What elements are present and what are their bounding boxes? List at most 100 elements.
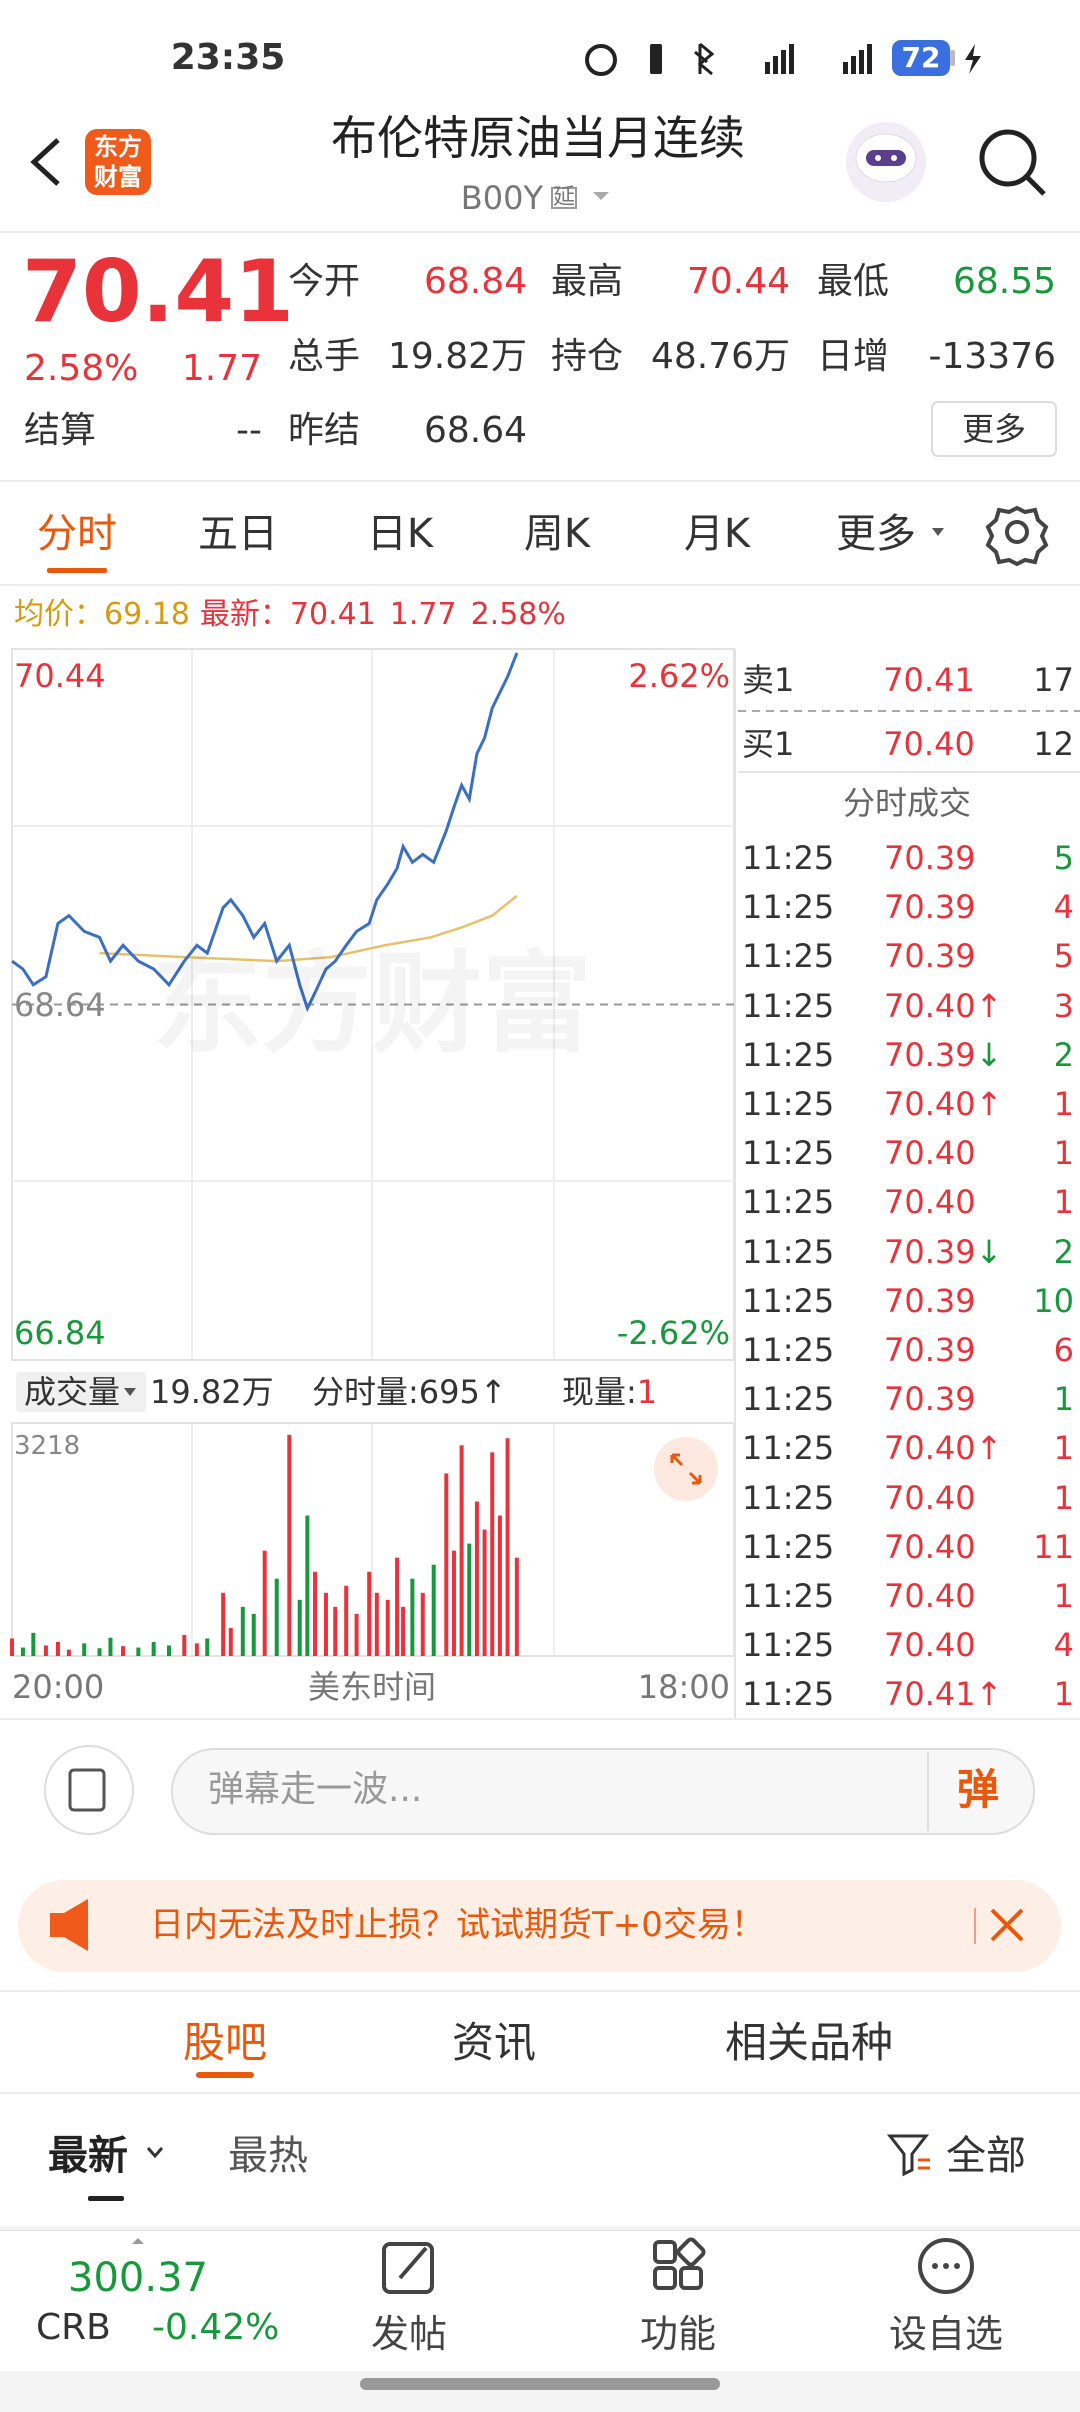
text-row: 70.39↓ <box>884 1039 1002 1071</box>
book-volume: 12 <box>1033 725 1074 763</box>
volume-bar <box>66 1649 71 1656</box>
text-row: 均价：69.18 最新：70.41 1.77 2.58% <box>14 600 566 630</box>
trade-time: 11:25 <box>742 839 835 877</box>
section-tab[interactable]: 资讯 <box>451 2018 537 2067</box>
trade-volume: 4 <box>1053 888 1074 927</box>
volume-bar <box>444 1473 449 1656</box>
action-button[interactable]: 发帖 <box>370 2312 448 2356</box>
banner-text[interactable]: 日内无法及时止损？试试期货T+0交易！ <box>150 1905 765 1945</box>
volume-selector[interactable] <box>16 1372 146 1412</box>
trade-volume: 1 <box>1053 1675 1074 1714</box>
volume-bar <box>313 1571 318 1656</box>
volume-bar <box>474 1501 479 1656</box>
volume-bar <box>20 1647 25 1656</box>
text: 70.39 <box>884 1232 976 1271</box>
filter-all[interactable]: 全部 <box>946 2133 1026 2179</box>
more-button[interactable] <box>931 401 1057 457</box>
danmaku-button[interactable]: 弹 <box>956 1765 1000 1814</box>
tab[interactable]: 日K <box>366 511 434 557</box>
settings-icon[interactable] <box>985 505 1049 567</box>
text: 69.18 <box>104 597 190 632</box>
text: 70.40 <box>884 1429 976 1468</box>
filter-icon[interactable] <box>886 2134 930 2177</box>
volume-bar <box>385 1599 390 1656</box>
field-value: 68.55 <box>952 261 1056 302</box>
filter-hot[interactable]: 最热 <box>228 2133 308 2179</box>
field-label: 昨结 <box>288 410 361 451</box>
text: 70.40 <box>884 986 976 1025</box>
field-value: 68.84 <box>423 261 527 302</box>
action-icons[interactable] <box>382 2237 974 2294</box>
delay-badge: 延 <box>552 185 576 210</box>
comment-input[interactable] <box>171 1748 1035 1835</box>
x-axis-title: 美东时间 <box>307 1668 437 1706</box>
text: ↑ <box>975 1429 1003 1468</box>
trade-volume: 1 <box>1053 1429 1074 1468</box>
banner[interactable] <box>18 1880 1061 1972</box>
text: 1.77 <box>389 597 457 632</box>
book-price: 70.41 <box>883 661 975 699</box>
more-button[interactable]: 更多 <box>961 410 1027 448</box>
trade-volume: 1 <box>1053 1183 1074 1222</box>
y-tick-label: 66.84 <box>14 1314 106 1352</box>
pct-label: -2.62% <box>616 1314 730 1352</box>
volume-bar <box>344 1585 349 1656</box>
tab[interactable]: 月K <box>683 511 751 557</box>
comment-placeholder[interactable]: 弹幕走一波... <box>208 1769 423 1810</box>
expand-button[interactable] <box>654 1437 718 1501</box>
text-row: 成交量 <box>24 1376 120 1408</box>
tab[interactable]: 周K <box>523 511 591 557</box>
back-icon[interactable] <box>30 138 60 186</box>
danmaku-toggle[interactable] <box>44 1745 134 1835</box>
volume-bar <box>136 1647 141 1656</box>
trade-volume: 10 <box>1033 1281 1074 1320</box>
action-button[interactable]: 设自选 <box>888 2312 1004 2356</box>
text: 70.39 <box>884 937 976 976</box>
price-line <box>11 652 519 1013</box>
volume-bar <box>354 1613 359 1656</box>
text-row: 70.40 <box>884 1137 976 1169</box>
text-row: 70.40 <box>884 1531 976 1563</box>
search-icon[interactable] <box>979 129 1046 196</box>
volume-bar <box>490 1452 495 1656</box>
divider <box>0 480 1080 482</box>
trade-time: 11:25 <box>742 986 835 1025</box>
index-name: CRB <box>36 2307 111 2348</box>
field-value: 68.64 <box>423 410 527 451</box>
trade-volume: 5 <box>1053 937 1074 976</box>
volume-bar <box>505 1438 510 1656</box>
text: 70.40 <box>884 1183 976 1222</box>
text: 70.39 <box>884 1331 976 1369</box>
field-label: 持仓 <box>551 336 624 377</box>
tab[interactable]: 分时 <box>37 511 117 557</box>
index-value[interactable]: 300.37 <box>68 2255 208 2301</box>
trade-time: 11:25 <box>742 888 835 927</box>
trade-time: 11:25 <box>742 1527 835 1566</box>
volume-bar <box>467 1543 472 1656</box>
more-dots <box>932 2263 960 2269</box>
chart-grid <box>12 649 734 1656</box>
tab[interactable]: 五日 <box>198 511 278 557</box>
last-price: 70.41 <box>22 242 295 342</box>
trade-time: 11:25 <box>742 1331 835 1369</box>
volume-bar <box>395 1557 400 1656</box>
y-tick-label: 70.44 <box>14 657 106 695</box>
volume-bar <box>31 1632 36 1656</box>
text: 70.40 <box>884 1577 976 1615</box>
filter-latest[interactable]: 最新 <box>48 2133 128 2179</box>
action-button[interactable]: 功能 <box>639 2312 717 2356</box>
volume-bar <box>182 1634 187 1656</box>
interval-volume: 分时量:695↑ <box>312 1373 507 1411</box>
tab[interactable]: 更多 <box>836 511 916 557</box>
trade-volume: 1 <box>1053 1478 1074 1517</box>
trade-time: 11:25 <box>742 1232 835 1271</box>
trade-time: 11:25 <box>742 1478 835 1517</box>
signal-icons <box>585 42 872 76</box>
field-label: 今开 <box>288 261 361 302</box>
section-tab[interactable]: 相关品种 <box>724 2018 894 2067</box>
volume-bar <box>121 1646 126 1656</box>
robot-avatar[interactable] <box>846 122 926 202</box>
section-tab[interactable]: 股吧 <box>182 2018 268 2067</box>
close-icon[interactable] <box>990 1908 1024 1942</box>
